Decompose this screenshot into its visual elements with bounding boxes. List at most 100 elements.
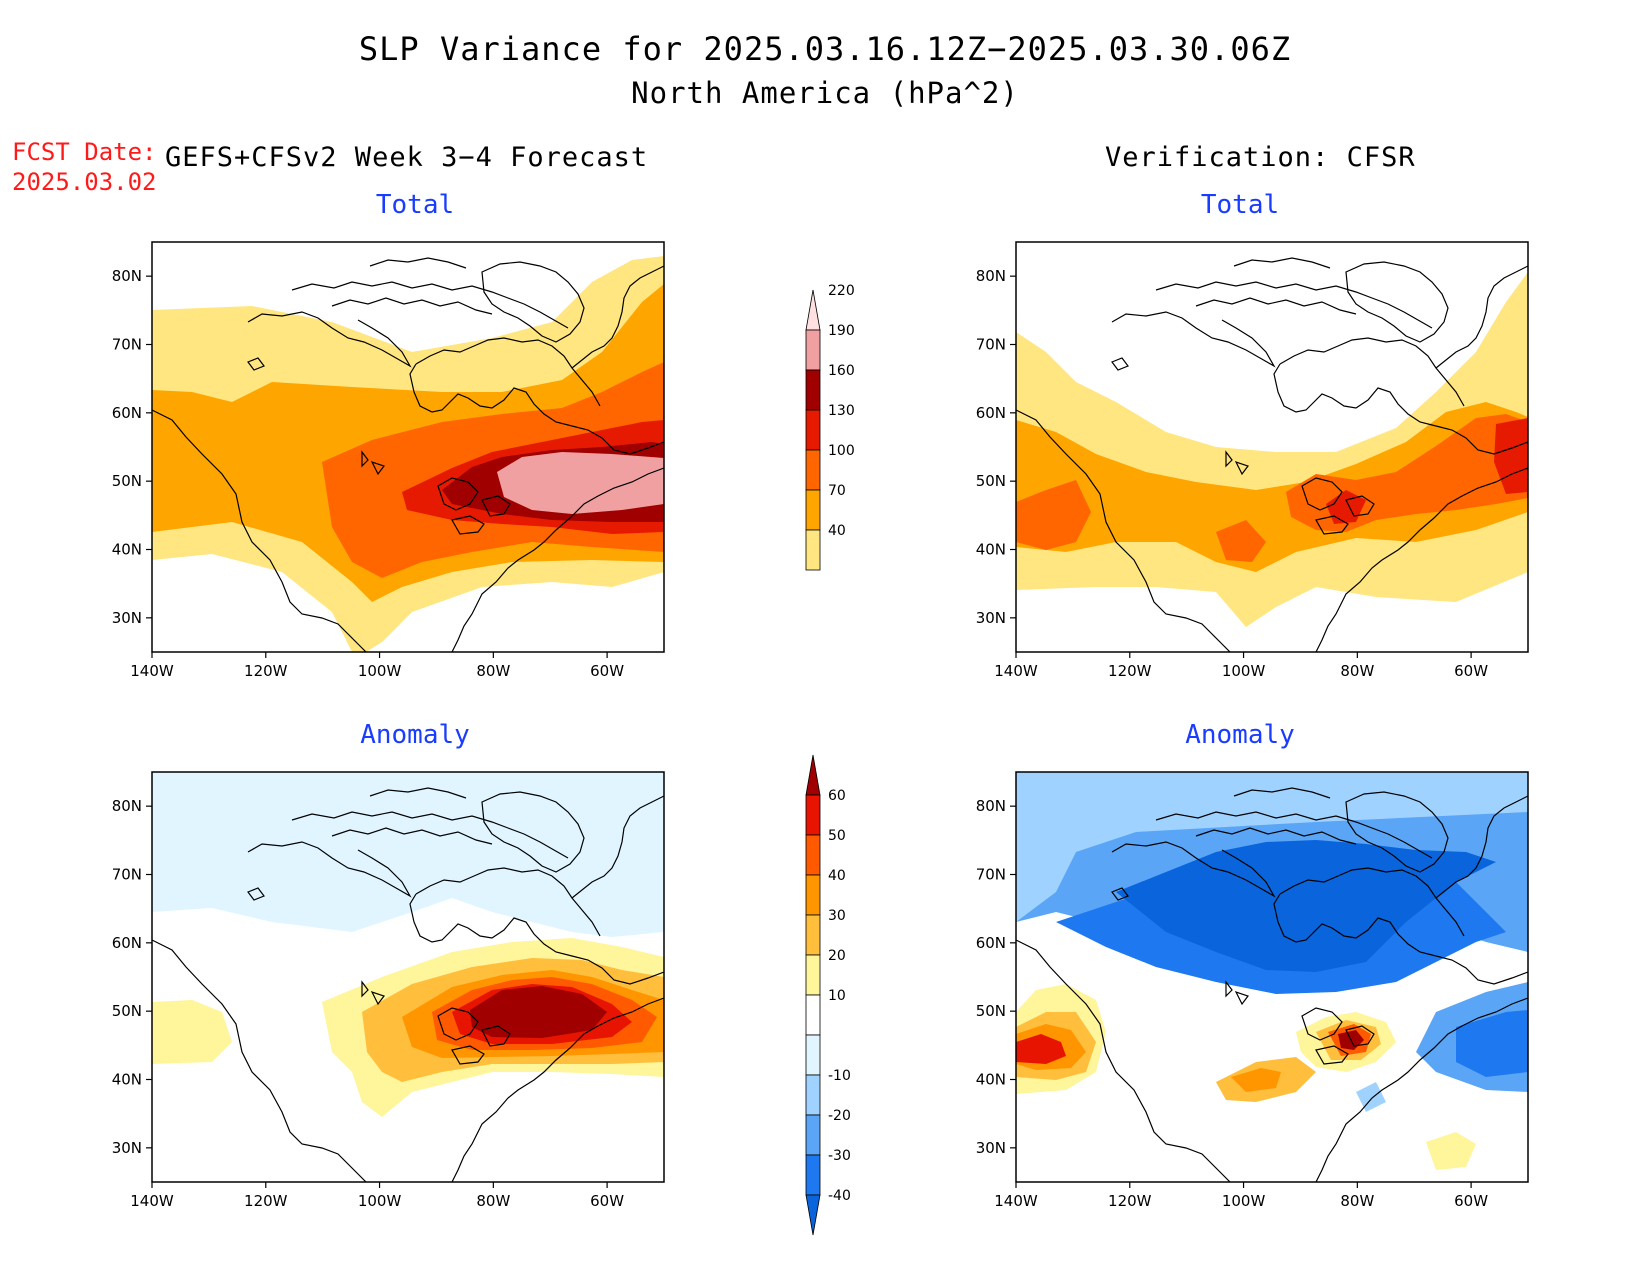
lat-tick-label: 50N <box>112 472 142 490</box>
map-panel-verification-anomaly: 30N 40N 50N 60N 70N 80N 140W 120W 100W 80W 60W <box>976 771 1529 1210</box>
colorbar-total: 40 70 100 130 160 190 220 <box>805 283 855 571</box>
lon-tick-label: 120W <box>244 1192 288 1210</box>
lat-tick-label: 70N <box>976 866 1006 884</box>
colorbar-box <box>805 1114 821 1156</box>
lon-tick-label: 80W <box>1340 1192 1374 1210</box>
colorbar-anomaly-label: -40 <box>828 1188 851 1204</box>
lon-tick-label: 60W <box>1454 662 1488 680</box>
fcst-date-label: FCST Date: <box>12 138 157 166</box>
colorbar-anomaly-label: -20 <box>828 1108 851 1124</box>
map-panel-verification-total: 30N 40N 50N 60N 70N 80N 140W 120W 100W 80W 60W <box>976 241 1529 680</box>
lat-tick-label: 80N <box>976 267 1006 285</box>
colorbar-box <box>805 449 821 491</box>
lat-tick-label: 60N <box>112 404 142 422</box>
colorbar-total-label: 160 <box>828 363 855 379</box>
colorbar-box <box>805 1154 821 1196</box>
colorbar-anomaly: -40 -30 -20 -10 10 20 30 40 50 60 <box>805 754 851 1236</box>
colorbar-box <box>805 994 821 1036</box>
colorbar-anomaly-label: 60 <box>828 788 846 804</box>
map-panel-forecast-anomaly: 30N 40N 50N 60N 70N 80N 140W 120W 100W 80W 60W <box>112 771 665 1210</box>
colorbar-anomaly-label: -10 <box>828 1068 851 1084</box>
lon-tick-label: 140W <box>130 662 174 680</box>
lon-tick-label: 60W <box>590 662 624 680</box>
lat-tick-label: 40N <box>976 541 1006 559</box>
verification-label: Verification: CFSR <box>1105 142 1416 173</box>
map-frame <box>1015 241 1529 653</box>
colorbar-anomaly-label: 10 <box>828 988 846 1004</box>
colorbar-box <box>805 529 821 571</box>
lon-tick-label: 60W <box>590 1192 624 1210</box>
colorbar-total-label: 190 <box>828 323 855 339</box>
lat-tick-label: 30N <box>976 1139 1006 1157</box>
panel-title-verification-total: Total <box>1200 190 1280 220</box>
colorbar-box <box>805 754 821 796</box>
lat-tick-label: 30N <box>112 609 142 627</box>
colorbar-total-label: 130 <box>828 403 855 419</box>
colorbar-box <box>805 914 821 956</box>
colorbar-anomaly-label: 30 <box>828 908 846 924</box>
lat-tick-label: 70N <box>976 336 1006 354</box>
lat-tick-label: 60N <box>976 404 1006 422</box>
colorbar-box <box>805 369 821 411</box>
colorbar-box <box>805 794 821 836</box>
lat-tick-label: 80N <box>112 797 142 815</box>
fcst-date-value: 2025.03.02 <box>12 168 157 196</box>
lat-tick-label: 50N <box>976 472 1006 490</box>
panel-title-verification-anomaly: Anomaly <box>1185 720 1295 750</box>
colorbar-box <box>805 289 821 331</box>
lon-tick-label: 100W <box>1222 1192 1266 1210</box>
lat-tick-label: 30N <box>112 1139 142 1157</box>
colorbar-box <box>805 834 821 876</box>
lon-tick-label: 140W <box>994 662 1038 680</box>
lat-tick-label: 50N <box>112 1002 142 1020</box>
colorbar-box <box>805 1034 821 1076</box>
lat-tick-label: 80N <box>976 797 1006 815</box>
lat-tick-label: 70N <box>112 336 142 354</box>
colorbar-box <box>805 954 821 996</box>
colorbar-box <box>805 1194 821 1236</box>
lat-tick-label: 70N <box>112 866 142 884</box>
main-subtitle: North America (hPa^2) <box>631 76 1019 110</box>
lon-tick-label: 140W <box>130 1192 174 1210</box>
map-frame <box>151 771 665 1183</box>
colorbar-anomaly-label: 40 <box>828 868 846 884</box>
colorbar-box <box>805 409 821 451</box>
panel-title-forecast-total: Total <box>375 190 455 220</box>
lon-tick-label: 120W <box>1108 1192 1152 1210</box>
colorbar-box <box>805 329 821 371</box>
colorbar-anomaly-label: 50 <box>828 828 846 844</box>
map-panel-forecast-total: 30N 40N 50N 60N 70N 80N 140W 120W 100W 80W 60W <box>112 241 665 680</box>
colorbar-box <box>805 1074 821 1116</box>
lon-tick-label: 100W <box>358 1192 402 1210</box>
lon-tick-label: 140W <box>994 1192 1038 1210</box>
map-frame <box>151 241 665 653</box>
lat-tick-label: 50N <box>976 1002 1006 1020</box>
lat-tick-label: 40N <box>112 541 142 559</box>
forecast-label: GEFS+CFSv2 Week 3−4 Forecast <box>165 142 649 173</box>
colorbar-anomaly-label: 20 <box>828 948 846 964</box>
lat-tick-label: 40N <box>976 1071 1006 1089</box>
map-frame <box>1015 771 1529 1183</box>
lat-tick-label: 80N <box>112 267 142 285</box>
lon-tick-label: 60W <box>1454 1192 1488 1210</box>
panel-title-forecast-anomaly: Anomaly <box>360 720 470 750</box>
lat-tick-label: 30N <box>976 609 1006 627</box>
lon-tick-label: 120W <box>1108 662 1152 680</box>
colorbar-total-label: 100 <box>828 443 855 459</box>
colorbar-anomaly-label: -30 <box>828 1148 851 1164</box>
colorbar-total-label: 40 <box>828 523 846 539</box>
lat-tick-label: 60N <box>976 934 1006 952</box>
main-title: SLP Variance for 2025.03.16.12Z−2025.03.… <box>358 30 1292 68</box>
lon-tick-label: 80W <box>1340 662 1374 680</box>
lat-tick-label: 40N <box>112 1071 142 1089</box>
lon-tick-label: 80W <box>476 1192 510 1210</box>
lat-tick-label: 60N <box>112 934 142 952</box>
lon-tick-label: 100W <box>1222 662 1266 680</box>
lon-tick-label: 100W <box>358 662 402 680</box>
colorbar-total-label: 70 <box>828 483 846 499</box>
lon-tick-label: 80W <box>476 662 510 680</box>
colorbar-box <box>805 874 821 916</box>
colorbar-total-label: 220 <box>828 283 855 299</box>
colorbar-box <box>805 489 821 531</box>
